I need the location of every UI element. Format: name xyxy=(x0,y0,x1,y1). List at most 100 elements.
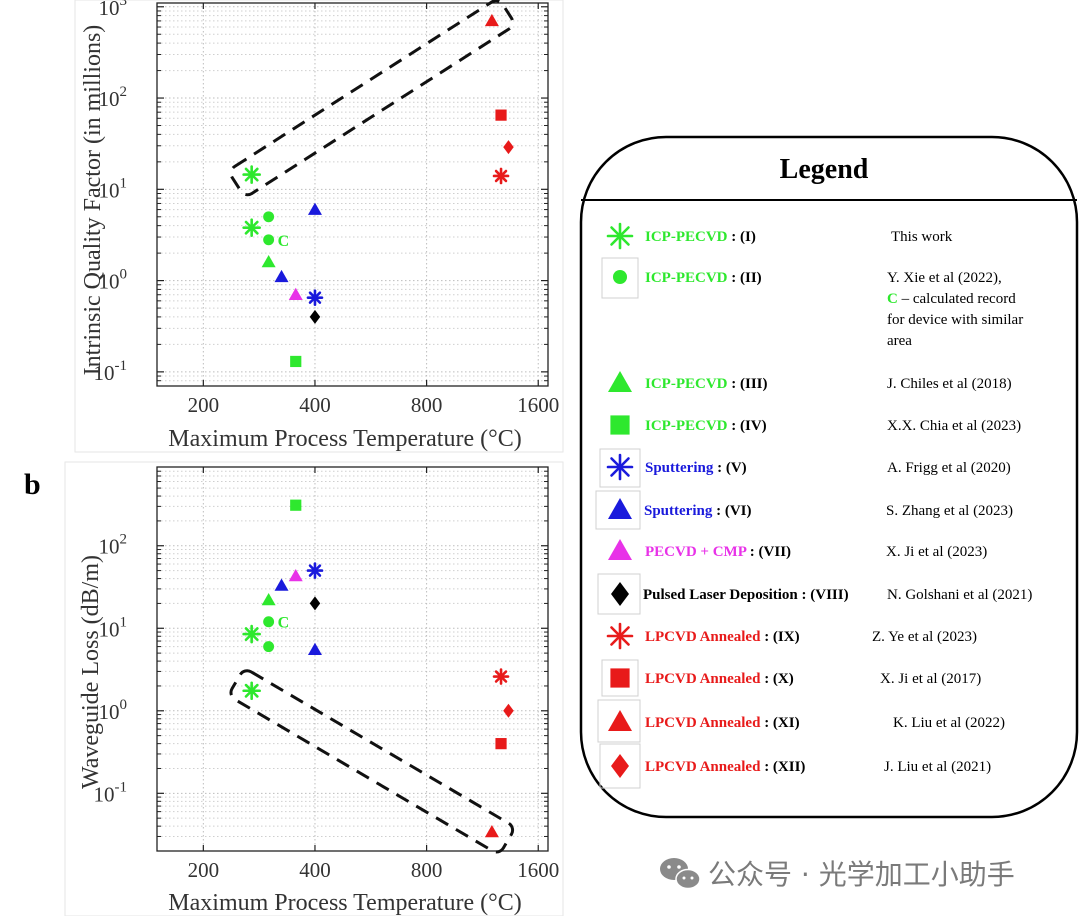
x-tick-label: 200 xyxy=(188,858,220,882)
legend-marker-V xyxy=(606,453,634,481)
legend-reference: area xyxy=(887,333,912,349)
legend-frame xyxy=(579,135,1079,819)
legend-entry-label: ICP-PECVD : (IV) xyxy=(645,418,767,434)
data-point-III xyxy=(261,593,276,606)
legend-marker-X xyxy=(610,668,630,688)
x-tick-label: 200 xyxy=(188,393,220,417)
data-point-II xyxy=(263,234,275,246)
legend-marker-VII xyxy=(608,539,632,560)
legend-reference: Z. Ye et al (2023) xyxy=(872,629,977,645)
legend-reference: X.X. Chia et al (2023) xyxy=(887,418,1021,434)
data-point-IX xyxy=(492,167,510,185)
data-point-XII xyxy=(503,703,514,718)
x-tick-label: 400 xyxy=(299,858,331,882)
point-label: C xyxy=(278,615,290,632)
legend-entry-XI: LPCVD Annealed : (XI) K. Liu et al (2022) xyxy=(597,699,1005,743)
legend-entry-label: ICP-PECVD : (II) xyxy=(645,270,762,286)
data-point-XI xyxy=(484,824,499,838)
x-tick-label: 400 xyxy=(299,393,331,417)
data-point-XII xyxy=(503,140,514,155)
y-tick-label: 101 xyxy=(99,614,128,641)
legend-reference: X. Ji et al (2023) xyxy=(886,544,987,560)
legend-reference: J. Chiles et al (2018) xyxy=(887,376,1012,392)
legend-reference: K. Liu et al (2022) xyxy=(893,715,1005,731)
data-point-IX xyxy=(492,668,510,685)
legend-reference: for device with similar xyxy=(887,312,1023,328)
data-point-II xyxy=(263,616,275,628)
legend-entry-label: PECVD + CMP : (VII) xyxy=(645,544,791,560)
data-point-X xyxy=(495,738,507,750)
x-tick-label: 800 xyxy=(411,393,443,417)
data-point-I xyxy=(242,165,261,184)
data-point-IV xyxy=(290,499,302,511)
legend-marker-III xyxy=(608,371,632,392)
data-point-III xyxy=(261,254,276,268)
chart-b: 200 400 800 1600 10-1 100 101 102 C xyxy=(94,466,559,882)
legend-marker-IX xyxy=(606,622,634,650)
legend-reference: J. Liu et al (2021) xyxy=(884,759,991,775)
plot-area xyxy=(157,467,548,851)
plot-area xyxy=(157,3,548,386)
data-point-II xyxy=(263,641,275,653)
data-point-I xyxy=(242,681,261,701)
y-tick-label: 103 xyxy=(99,0,128,20)
axes-box xyxy=(156,466,549,852)
panel-a: 200 400 800 1600 10-1 100 101 102 103 C Maximum P… xyxy=(74,0,564,453)
y-tick-label: 10-1 xyxy=(94,779,128,806)
chart-a-y-axis-label: Intrinsic Quality Factor (in millions) xyxy=(80,25,106,376)
x-tick-label: 800 xyxy=(411,858,443,882)
data-point-V xyxy=(306,562,324,579)
legend-reference: X. Ji et al (2017) xyxy=(880,671,981,687)
y-tick-label: 10-1 xyxy=(94,358,128,385)
data-point-VIII xyxy=(309,309,321,324)
data-point-I xyxy=(242,624,261,644)
legend-title: Legend xyxy=(780,154,869,185)
legend-reference: Y. Xie et al (2022), xyxy=(887,270,1002,286)
wechat-icon xyxy=(660,858,701,890)
legend-entry-label: Sputtering : (VI) xyxy=(644,503,752,519)
data-points: C xyxy=(242,13,514,368)
data-point-I xyxy=(242,218,261,237)
legend-entry-label: ICP-PECVD : (III) xyxy=(645,376,768,392)
legend-reference: A. Frigg et al (2020) xyxy=(887,460,1011,476)
legend-entry-label: LPCVD Annealed : (X) xyxy=(645,671,794,687)
legend-entry-VIII: Pulsed Laser Deposition : (VIII) N. Golsh… xyxy=(597,573,1032,615)
y-tick-label: 100 xyxy=(99,697,128,724)
legend-entry-label: LPCVD Annealed : (XII) xyxy=(645,759,805,775)
legend-items: ICP-PECVD : (I) This work ICP-PECVD : (II)… xyxy=(595,222,1032,789)
chart-b-y-axis-label: Waveguide Loss (dB/m) xyxy=(78,555,104,789)
chart-a: 200 400 800 1600 10-1 100 101 102 103 C xyxy=(94,0,559,417)
y-tick-label: 102 xyxy=(99,84,128,111)
legend-marker-IV xyxy=(610,415,630,435)
legend-entry-II: ICP-PECVD : (II) Y. Xie et al (2022), C – … xyxy=(601,257,1023,349)
point-label: C xyxy=(278,233,290,250)
legend-entry-label: LPCVD Annealed : (IX) xyxy=(645,629,800,645)
legend-entry-label: Sputtering : (V) xyxy=(645,460,747,476)
legend-entry-label: Pulsed Laser Deposition : (VIII) xyxy=(643,587,849,603)
legend-marker-I xyxy=(606,222,634,250)
y-tick-label: 102 xyxy=(99,532,128,559)
data-point-VI xyxy=(274,269,289,283)
legend-entry-X: LPCVD Annealed : (X) X. Ji et al (2017) xyxy=(601,659,981,697)
axes-box xyxy=(156,2,549,387)
legend-entry-VI: Sputtering : (VI) S. Zhang et al (2023) xyxy=(595,490,1013,530)
data-point-II xyxy=(263,211,275,223)
legend-entry-I: ICP-PECVD : (I) This work xyxy=(606,222,953,250)
legend-marker-XI xyxy=(608,710,632,731)
legend-entry-XII: LPCVD Annealed : (XII) J. Liu et al (2021… xyxy=(599,743,991,789)
legend-marker-XII xyxy=(611,754,629,778)
panel-b: b 200 400 800 1600 10-1 100 101 102 C Maximum Pr… xyxy=(24,461,564,917)
legend-marker-VIII xyxy=(611,582,629,606)
legend-reference: N. Golshani et al (2021) xyxy=(887,587,1032,603)
data-point-IV xyxy=(290,355,302,368)
panel-b-letter: b xyxy=(24,468,41,501)
y-tick-label: 101 xyxy=(99,175,128,202)
legend-entry-III: ICP-PECVD : (III) J. Chiles et al (2018) xyxy=(608,371,1012,392)
chart-b-x-axis-label: Maximum Process Temperature (°C) xyxy=(168,890,521,916)
highlight-dashed-box xyxy=(229,669,515,854)
data-point-V xyxy=(306,289,324,306)
legend-entry-VII: PECVD + CMP : (VII) X. Ji et al (2023) xyxy=(608,539,987,560)
legend-entry-IV: ICP-PECVD : (IV) X.X. Chia et al (2023) xyxy=(610,415,1021,435)
chart-a-x-axis-label: Maximum Process Temperature (°C) xyxy=(168,426,521,452)
